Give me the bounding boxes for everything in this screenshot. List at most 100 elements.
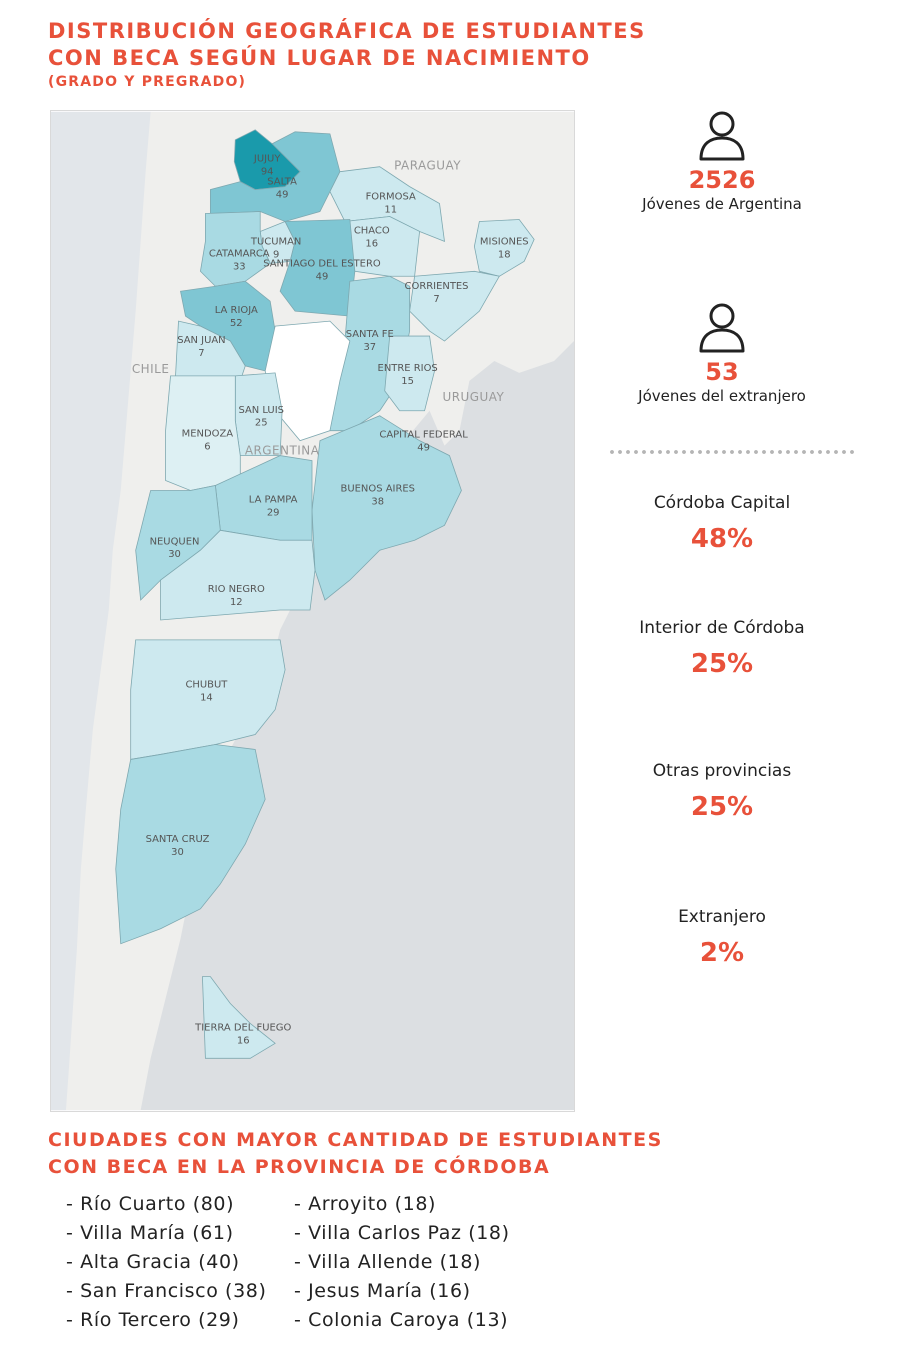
province-value: 30 [168,549,181,560]
province-label: BUENOS AIRES [341,483,415,494]
country-label: URUGUAY [442,390,504,404]
province-santiago-del-estero [279,219,356,317]
title-line-2: CON BECA SEGÚN LUGAR DE NACIMIENTO [48,46,591,70]
province-label: CHUBUT [185,680,228,691]
city-item: - Jesus María (16) [294,1280,471,1302]
province-value: 49 [417,443,430,454]
pct-value: 48% [690,524,754,554]
province-value: 49 [276,190,289,201]
stat-label: Jóvenes del extranjero [638,387,806,405]
province-corrientes [409,270,500,342]
province-chubut [130,639,286,760]
stat-label: Jóvenes de Argentina [642,195,802,213]
province-label: RIO NEGRO [208,584,265,595]
map-pacific [51,111,151,1111]
cities-title-line-1: CIUDADES CON MAYOR CANTIDAD DE ESTUDIANT… [48,1129,663,1151]
province-value: 30 [171,847,184,858]
province-value: 6 [204,442,210,453]
city-item: - Río Cuarto (80) [66,1193,235,1215]
stat-number: 53 [705,358,739,386]
province-value: 9 [273,249,279,260]
province-label: TIERRA DEL FUEGO [194,1022,291,1033]
province-label: NEUQUEN [150,536,200,547]
city-item: - Colonia Caroya (13) [294,1309,509,1331]
cities-title-line-2: CON BECA EN LA PROVINCIA DE CÓRDOBA [48,1156,551,1178]
person-icon [699,111,745,161]
province-label: SAN JUAN [177,335,225,346]
country-labels: PARAGUAY CHILE URUGUAY ARGENTINA [132,159,504,458]
province-label: SAN LUIS [238,405,284,416]
city-item: - Villa Allende (18) [294,1251,482,1273]
city-item: - Alta Gracia (40) [66,1251,240,1273]
pct-value: 25% [690,792,754,822]
stat-number: 2526 [688,166,756,194]
province-value: 94 [261,167,274,178]
province-value: 18 [498,249,511,260]
country-label: PARAGUAY [394,159,461,173]
pct-extranjero: Extranjero 2% [602,906,842,970]
province-misiones [473,219,535,277]
stat-argentina: 2526 Jóvenes de Argentina [602,108,842,214]
province-label: FORMOSA [366,192,416,203]
province-label: CHACO [354,225,390,236]
province-value: 7 [198,348,204,359]
province-value: 29 [267,507,280,518]
pct-value: 2% [699,938,745,968]
city-item: - Río Tercero (29) [66,1309,240,1331]
province-label: MISIONES [480,236,529,247]
page-title: DISTRIBUCIÓN GEOGRÁFICA DE ESTUDIANTES C… [48,18,646,92]
province-label: SANTA CRUZ [146,834,210,845]
province-santa-cruz [115,744,266,945]
province-formosa [329,166,445,243]
province-label: JUJUY [253,154,281,165]
province-value: 11 [384,205,397,216]
stat-extranjero: 53 Jóvenes del extranjero [602,300,842,406]
cities-column-1: - Río Cuarto (80) - Villa María (61) - A… [66,1190,266,1335]
province-label: SANTA FE [346,329,394,340]
cities-title: CIUDADES CON MAYOR CANTIDAD DE ESTUDIANT… [48,1127,663,1181]
province-label: CAPITAL FEDERAL [379,430,468,441]
pct-interior-cordoba: Interior de Córdoba 25% [602,617,842,681]
province-value: 7 [433,294,439,305]
province-label: CORRIENTES [405,281,469,292]
province-value: 14 [200,693,213,704]
pct-label: Otras provincias [652,761,792,781]
province-value: 37 [363,342,376,353]
province-value: 38 [371,496,384,507]
city-item: - Arroyito (18) [294,1193,437,1215]
provinces [115,129,535,1059]
province-rio-negro [160,529,316,621]
province-label: LA RIOJA [215,305,258,316]
province-value: 33 [233,261,246,272]
province-label: CATAMARCA [209,248,270,259]
title-line-1: DISTRIBUCIÓN GEOGRÁFICA DE ESTUDIANTES [48,19,646,43]
province-value: 16 [365,238,378,249]
province-value: 52 [230,318,243,329]
city-item: - San Francisco (38) [66,1280,267,1302]
argentina-map: PARAGUAY CHILE URUGUAY ARGENTINA JUJUY94… [50,110,575,1112]
province-value: 12 [230,597,243,608]
pct-cordoba-capital: Córdoba Capital 48% [602,492,842,556]
province-tierra-del-fuego [202,976,276,1059]
country-label: ARGENTINA [245,444,320,458]
province-label: MENDOZA [182,429,234,440]
province-value: 15 [401,376,414,387]
title-line-3: (GRADO Y PREGRADO) [48,74,247,90]
pct-value: 25% [690,649,754,679]
province-label: SALTA [267,177,297,188]
province-label: LA PAMPA [249,494,298,505]
province-label: ENTRE RIOS [378,363,438,374]
province-label: TUCUMAN [250,236,301,247]
cities-column-2: - Arroyito (18) - Villa Carlos Paz (18) … [294,1190,510,1335]
province-value: 49 [316,271,329,282]
city-item: - Villa Carlos Paz (18) [294,1222,510,1244]
pct-otras-provincias: Otras provincias 25% [602,760,842,824]
city-item: - Villa María (61) [66,1222,234,1244]
province-catamarca [200,211,271,287]
province-label: SANTIAGO DEL ESTERO [263,258,381,269]
person-icon [699,303,745,353]
province-value: 16 [237,1035,250,1046]
province-entre-rios [384,335,435,412]
province-value: 25 [255,418,268,429]
dotted-divider [608,450,856,454]
